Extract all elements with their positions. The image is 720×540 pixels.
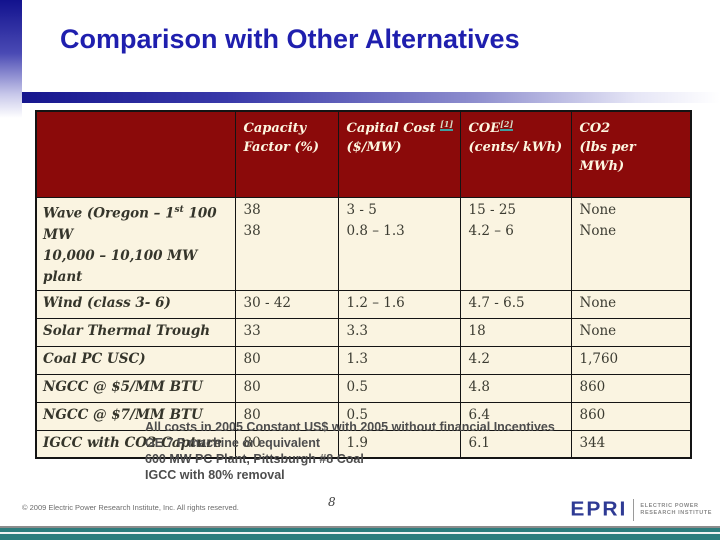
table-row-igcc: IGCC with CO2 Capture 80 1.9 6.1 344 <box>35 429 692 459</box>
cell-capacity-factor: 80 <box>234 429 339 459</box>
cell-co2: None <box>570 289 692 319</box>
cell-co2: 860 <box>570 401 692 431</box>
cell-capacity-factor: 80 <box>234 373 339 403</box>
header-line2: ($/MW) <box>346 140 402 155</box>
cell-coe: 4.7 - 6.5 <box>459 289 572 319</box>
cell-capital-cost: 3 - 5 0.8 – 1.3 <box>337 197 461 291</box>
cell-co2: 1,760 <box>570 345 692 375</box>
left-accent-bar <box>0 0 22 118</box>
copyright-text: © 2009 Electric Power Research Institute… <box>22 503 239 512</box>
cell-co2: 344 <box>570 429 692 459</box>
cell-row-label: Solar Thermal Trough <box>35 317 236 347</box>
epri-tagline-line2: RESEARCH INSTITUTE <box>640 510 712 516</box>
epri-logo: EPRI ELECTRIC POWER RESEARCH INSTITUTE <box>570 497 712 523</box>
epri-logo-wordmark: EPRI <box>570 498 628 521</box>
cell-row-label: Coal PC USC) <box>35 345 236 375</box>
col-header-co2: CO2 (lbs per MWh) <box>570 110 692 198</box>
footnote-line: 600 MW PC Plant, Pittsburgh #8 Coal <box>145 452 364 466</box>
cell-co2: None <box>570 317 692 347</box>
row-label-line2: 10,000 – 10,100 MW plant <box>43 247 198 285</box>
page-title: Comparison with Other Alternatives <box>60 24 520 54</box>
table-row-ngcc-7: NGCC @ $7/MM BTU 80 0.5 6.4 860 <box>35 401 692 431</box>
cell-coe: 6.1 <box>459 429 572 459</box>
cell-capacity-factor: 80 <box>234 345 339 375</box>
bottom-gray-rule <box>0 526 720 528</box>
table-header-row: Capacity Factor (%) Capital Cost [1] ($/MW… <box>35 110 692 198</box>
col-header-capital-cost: Capital Cost [1] ($/MW) <box>337 110 461 198</box>
footnotes-block: All costs in 2005 Constant US$ with 2005… <box>145 419 555 483</box>
bottom-teal-stripe-bottom <box>0 534 720 540</box>
cell-row-label: Wind (class 3- 6) <box>35 289 236 319</box>
comparison-table: Capacity Factor (%) Capital Cost [1] ($/MW… <box>35 110 692 459</box>
footnote-line: All costs in 2005 Constant US$ with 2005… <box>145 420 555 434</box>
row-label-text: Wave (Oregon – 1 <box>43 205 175 222</box>
header-line1: Capital Cost <box>346 121 441 136</box>
col-header-capacity-factor: Capacity Factor (%) <box>234 110 339 198</box>
epri-logo-divider <box>633 499 635 521</box>
cell-coe: 4.8 <box>459 373 572 403</box>
table-row-solar: Solar Thermal Trough 33 3.3 18 None <box>35 317 692 347</box>
table-row-coal-pc: Coal PC USC) 80 1.3 4.2 1,760 <box>35 345 692 375</box>
cell-coe: 15 - 25 4.2 – 6 <box>459 197 572 291</box>
table-row-wave: Wave (Oregon – 1st 100 MW 10,000 – 10,100… <box>35 197 692 291</box>
title-divider-bar <box>22 92 720 103</box>
cell-co2: 860 <box>570 373 692 403</box>
cell-capital-cost: 0.5 <box>337 373 461 403</box>
cell-coe: 4.2 <box>459 345 572 375</box>
cell-row-label: Wave (Oregon – 1st 100 MW 10,000 – 10,100… <box>35 197 236 291</box>
cell-row-label: IGCC with CO2 Capture <box>35 429 236 459</box>
ordinal-superscript: st <box>174 205 184 215</box>
cell-co2: None None <box>570 197 692 291</box>
footnote-ref-2[interactable]: [2] <box>500 118 514 131</box>
epri-tagline-line1: ELECTRIC POWER <box>640 503 699 509</box>
cell-coe: 18 <box>459 317 572 347</box>
cell-capital-cost: 1.9 <box>337 429 461 459</box>
cell-capital-cost: 1.3 <box>337 345 461 375</box>
header-line2: Factor (%) <box>243 140 320 155</box>
header-line2: (cents/ kWh) <box>468 140 563 155</box>
cell-capacity-factor: 30 - 42 <box>234 289 339 319</box>
cell-capacity-factor: 80 <box>234 401 339 431</box>
footnote-line: IGCC with 80% removal <box>145 468 285 482</box>
cell-capital-cost: 1.2 – 1.6 <box>337 289 461 319</box>
epri-logo-tagline: ELECTRIC POWER RESEARCH INSTITUTE <box>640 503 712 517</box>
cell-capacity-factor: 33 <box>234 317 339 347</box>
bottom-teal-stripe-top <box>0 528 720 532</box>
bottom-white-separator <box>0 532 720 534</box>
col-header-empty <box>35 110 236 198</box>
header-line1: COE <box>468 121 501 136</box>
footnote-ref-1[interactable]: [1] <box>440 118 454 131</box>
cell-row-label: NGCC @ $5/MM BTU <box>35 373 236 403</box>
table-row-ngcc-5: NGCC @ $5/MM BTU 80 0.5 4.8 860 <box>35 373 692 403</box>
header-line2: (lbs per MWh) <box>579 140 636 174</box>
footnote-line: GE 7 F machine or equivalent <box>145 436 321 450</box>
row-label-text: 100 MW <box>43 205 217 243</box>
table-row-wind: Wind (class 3- 6) 30 - 42 1.2 – 1.6 4.7 … <box>35 289 692 319</box>
header-line1: CO2 <box>579 121 611 136</box>
cell-capital-cost: 3.3 <box>337 317 461 347</box>
header-line1: Capacity <box>243 121 307 136</box>
cell-row-label: NGCC @ $7/MM BTU <box>35 401 236 431</box>
cell-capacity-factor: 38 38 <box>234 197 339 291</box>
col-header-coe: COE[2] (cents/ kWh) <box>459 110 572 198</box>
page-number: 8 <box>328 495 336 509</box>
